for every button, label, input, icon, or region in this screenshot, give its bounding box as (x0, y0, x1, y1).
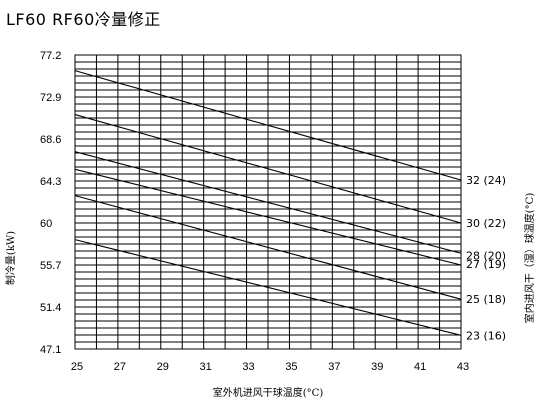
y-axis-label: 制冷量(kW) (4, 231, 17, 285)
y-tick-label: 47.1 (40, 344, 61, 356)
x-axis-label: 室外机进风干球温度(°C) (213, 386, 324, 399)
right-axis-label: 室内进风干（湿）球温度(°C) (523, 193, 536, 324)
series-lines (74, 70, 462, 336)
series-label: 30 (22) (466, 217, 506, 230)
x-tick-label: 39 (371, 361, 383, 373)
series-label: 27 (19) (466, 258, 506, 271)
y-tick-label: 68.6 (40, 134, 61, 146)
series-line (74, 114, 462, 224)
series-line (74, 239, 462, 336)
x-tick-label: 31 (200, 361, 212, 373)
x-tick-label: 29 (157, 361, 169, 373)
x-tick-label: 33 (242, 361, 254, 373)
y-tick-label: 55.7 (40, 260, 61, 272)
series-line (74, 151, 462, 254)
y-axis-ticks: 77.2 72.9 68.6 64.3 60 55.7 51.4 47.1 (40, 50, 61, 356)
series-label: 23 (16) (466, 329, 506, 342)
y-tick-label: 72.9 (40, 92, 61, 104)
series-label: 32 (24) (466, 174, 506, 187)
plot-frame (74, 54, 462, 350)
series-label: 25 (18) (466, 293, 506, 306)
series-label: 28 (20) (466, 249, 506, 262)
x-tick-label: 37 (328, 361, 340, 373)
x-tick-label: 41 (414, 361, 426, 373)
series-line (74, 195, 462, 300)
series-line (74, 70, 462, 181)
x-tick-label: 25 (71, 361, 83, 373)
x-tick-label: 35 (285, 361, 297, 373)
x-axis-ticks: 25 27 29 31 33 35 37 39 41 43 (71, 361, 469, 373)
y-tick-label: 64.3 (40, 176, 61, 188)
x-tick-label: 43 (457, 361, 469, 373)
y-tick-label: 60 (40, 218, 52, 230)
y-tick-label: 77.2 (40, 50, 61, 62)
series-line (74, 168, 462, 266)
chart-title: LF60 RF60冷量修正 (6, 10, 161, 29)
series-labels: 32 (24) 30 (22) 28 (20)27 (19) 25 (18) 23 (1… (466, 174, 506, 342)
y-tick-label: 51.4 (40, 302, 61, 314)
x-tick-label: 27 (114, 361, 126, 373)
